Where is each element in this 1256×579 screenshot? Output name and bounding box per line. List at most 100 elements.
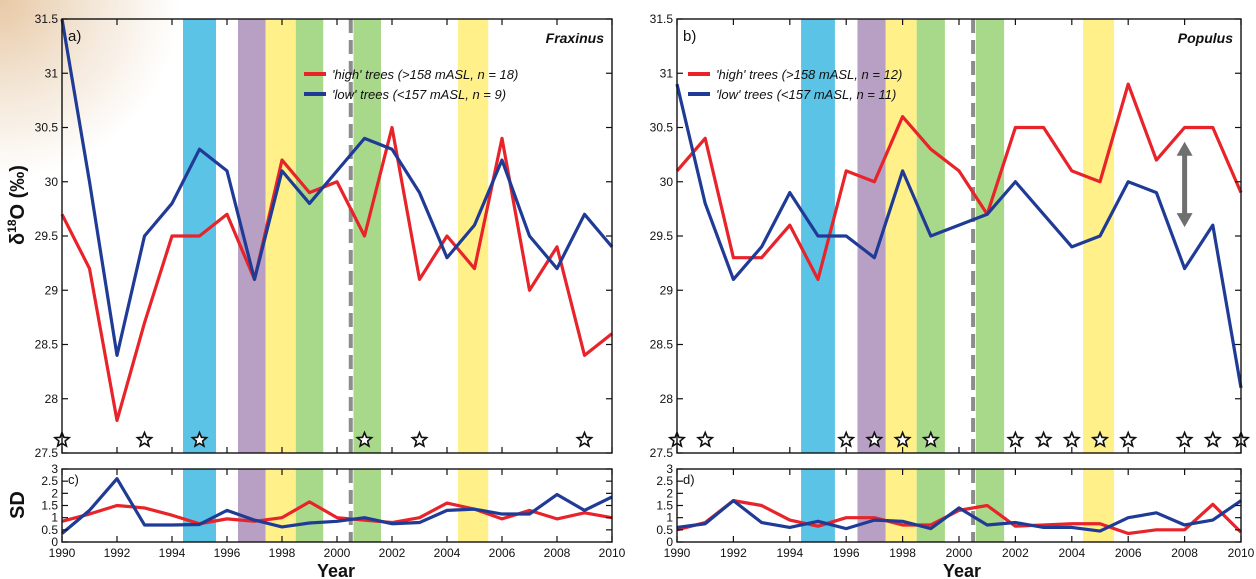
y-tick-label: 3 xyxy=(666,462,673,476)
x-axis-label-right: Year xyxy=(943,561,981,579)
y-tick-label: 31.5 xyxy=(650,12,674,26)
axes-frame xyxy=(61,468,613,543)
star-icon xyxy=(575,430,594,448)
y-tick-label: 30 xyxy=(660,175,674,189)
y-tick-label: 28 xyxy=(660,392,674,406)
purple-band xyxy=(857,469,886,542)
x-tick-label: 2000 xyxy=(324,546,351,560)
star-icon xyxy=(837,430,856,448)
star-icon xyxy=(1175,430,1194,448)
x-tick-label: 1992 xyxy=(720,546,747,560)
star-icon xyxy=(865,430,884,448)
star-icon xyxy=(1006,430,1025,448)
y-tick-label: 31.5 xyxy=(35,12,59,26)
yellow-band xyxy=(885,469,917,542)
y-axis-label-sd: SD xyxy=(7,491,29,519)
series-line-high xyxy=(676,499,1243,536)
star-icon xyxy=(135,430,154,448)
star-icon xyxy=(355,430,374,448)
panel-label-d: d) xyxy=(683,472,695,487)
y-tick-label: 29 xyxy=(45,283,59,297)
y-tick-label: 2.5 xyxy=(656,474,673,488)
x-tick-label: 1998 xyxy=(889,546,916,560)
series-line-low xyxy=(60,477,613,535)
x-tick-label: 1996 xyxy=(833,546,860,560)
yellow-band xyxy=(265,469,296,542)
y-tick-label: 29.5 xyxy=(35,229,59,243)
series-line-high xyxy=(675,82,1243,281)
series-line-high xyxy=(60,125,613,423)
x-tick-label: 1990 xyxy=(664,546,691,560)
x-tick-label: 2002 xyxy=(1002,546,1029,560)
axes-frame xyxy=(676,18,1242,454)
arrow-head-up-icon xyxy=(1176,141,1193,156)
star-icon xyxy=(893,430,912,448)
green-band xyxy=(295,469,324,542)
yellow-band xyxy=(458,19,489,453)
y-tick-label: 2 xyxy=(51,486,58,500)
y-tick-label: 30 xyxy=(45,175,59,189)
y-tick-label: 30.5 xyxy=(650,121,674,135)
x-axis-label-left: Year xyxy=(317,561,355,579)
panel-title: Populus xyxy=(1178,30,1233,46)
x-tick-label: 2008 xyxy=(544,546,571,560)
x-tick-label: 1990 xyxy=(49,546,76,560)
star-icon xyxy=(1062,430,1081,448)
x-tick-label: 2006 xyxy=(1115,546,1142,560)
y-tick-label: 30.5 xyxy=(35,121,59,135)
x-tick-label: 1996 xyxy=(214,546,241,560)
panel-d: 00.511.522.53 1990 1992 1994 1996 1998 2000 200… xyxy=(656,462,1254,560)
y-tick-label: 28 xyxy=(45,392,59,406)
x-tick-label: 2006 xyxy=(489,546,516,560)
star-icon xyxy=(921,430,940,448)
green-band xyxy=(353,469,381,542)
arrow-head-down-icon xyxy=(1176,213,1193,228)
y-axis-label-d18o: δ18O (‰) xyxy=(5,165,29,245)
y-tick-label: 27.5 xyxy=(650,446,674,460)
panel-label-a: a) xyxy=(68,28,81,45)
star-icon xyxy=(1034,430,1053,448)
y-tick-label: 31 xyxy=(45,66,59,80)
y-tick-label: 1 xyxy=(51,511,58,525)
star-icon xyxy=(1090,430,1110,448)
panel-label-b: b) xyxy=(683,28,696,45)
y-tick-label: 1 xyxy=(666,511,673,525)
y-tick-label: 0 xyxy=(666,535,673,549)
x-tick-label: 1994 xyxy=(159,546,186,560)
x-tick-label: 2004 xyxy=(434,546,461,560)
y-tick-label: 29 xyxy=(660,283,674,297)
legend-label-high: 'high' trees (>158 mASL, n = 12) xyxy=(716,67,902,82)
y-tick-label: 3 xyxy=(51,462,58,476)
series-line-low xyxy=(675,83,1243,389)
star-icon xyxy=(1203,430,1222,448)
y-tick-label: 27.5 xyxy=(35,446,59,460)
y-tick-label: 28.5 xyxy=(35,338,59,352)
y-tick-label: 0.5 xyxy=(41,523,58,537)
green-band xyxy=(916,469,945,542)
panel-a: 27.5 28 28.5 29 29.5 30 30.5 31 31.5 a) Fraxinus 'h… xyxy=(35,12,614,460)
y-tick-label: 2 xyxy=(666,486,673,500)
green-band xyxy=(353,19,381,453)
yellow-band xyxy=(885,19,917,453)
series-line-low xyxy=(676,499,1242,533)
x-tick-label: 2000 xyxy=(946,546,973,560)
panel-b: 27.5 28 28.5 29 29.5 30 30.5 31 31.5 b) Populus 'hi… xyxy=(650,12,1251,460)
star-icon xyxy=(1119,430,1138,448)
star-icon xyxy=(410,430,429,448)
legend-label-low: 'low' trees (<157 mASL, n = 9) xyxy=(332,87,506,102)
y-tick-label: 1.5 xyxy=(656,499,673,513)
y-tick-label: 31 xyxy=(660,66,674,80)
y-axis-label-superscript: 18 xyxy=(5,219,19,233)
panel-c: 00.511.522.53 1990 1992 1994 1996 1998 2000 200… xyxy=(41,462,625,560)
y-axis-label-o: O (‰) xyxy=(7,165,29,219)
legend-label-high: 'high' trees (>158 mASL, n = 18) xyxy=(332,67,518,82)
yellow-band xyxy=(265,19,296,453)
blue-band xyxy=(183,469,216,542)
x-tick-label: 2010 xyxy=(599,546,626,560)
x-tick-label: 2004 xyxy=(1058,546,1085,560)
blue-band xyxy=(801,469,835,542)
series-line-low xyxy=(60,18,614,357)
star-icon xyxy=(696,430,715,448)
y-tick-label: 2.5 xyxy=(41,474,58,488)
